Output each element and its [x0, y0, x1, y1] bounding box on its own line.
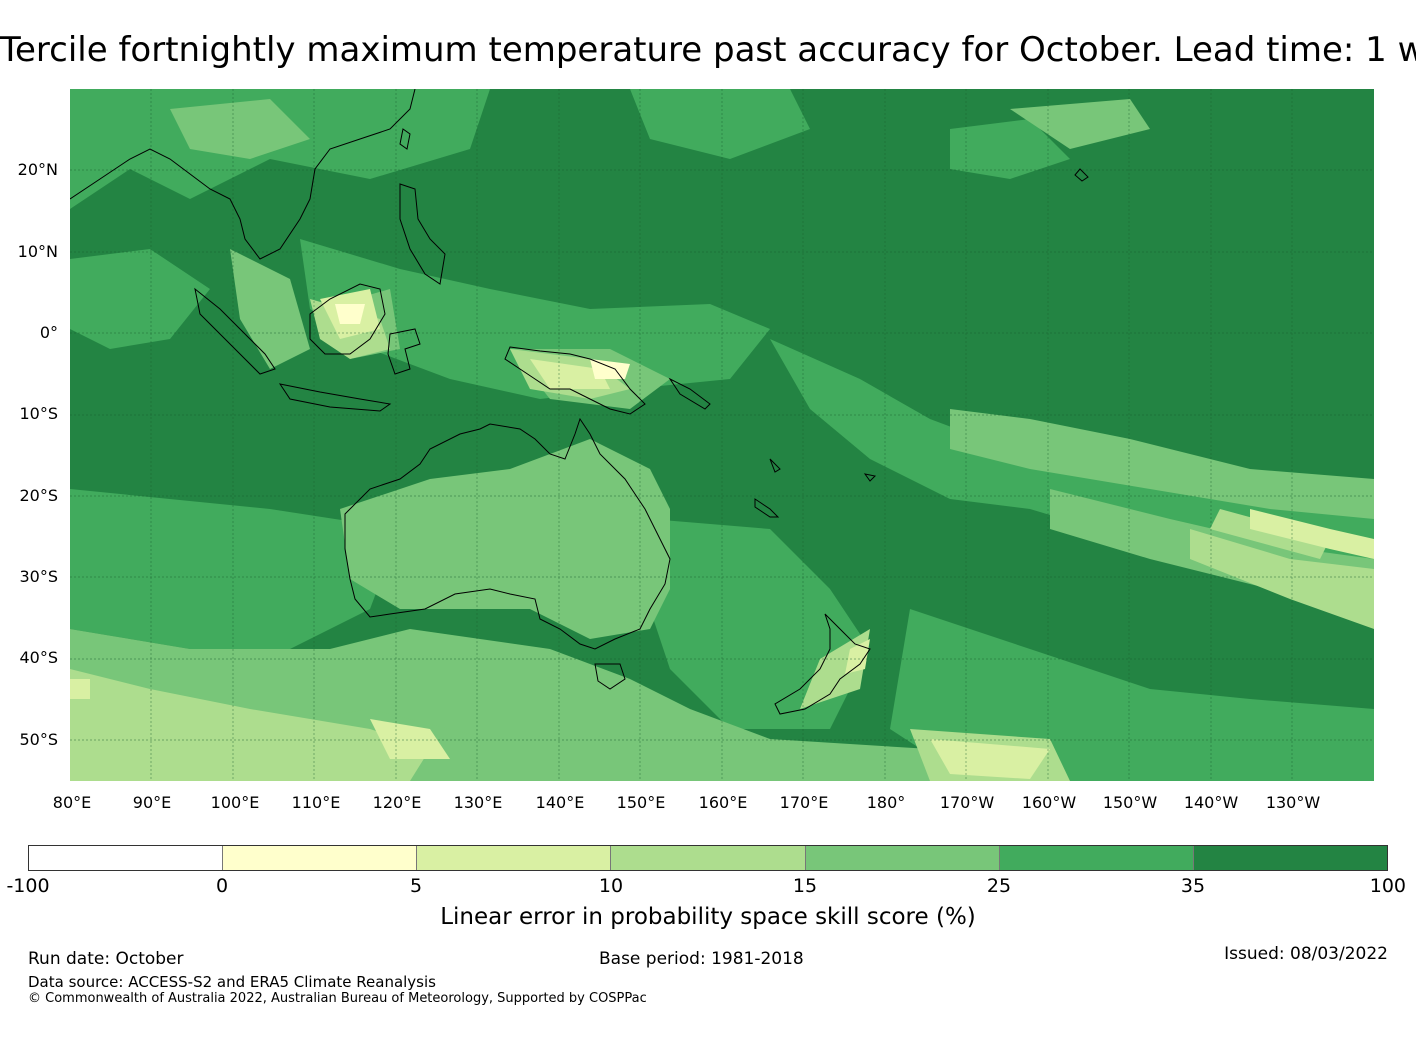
lon-label: 130°W	[1265, 793, 1321, 812]
new-zealand-coastline	[774, 613, 871, 715]
lat-label: 10°N	[17, 242, 58, 261]
solomon-islands-coastline	[668, 377, 711, 410]
colorbar-tick: 25	[986, 875, 1012, 897]
colorbar-tick: 10	[598, 875, 624, 897]
skill-band-25-35	[70, 89, 1374, 781]
colorbar-segment	[223, 846, 418, 870]
lat-label: 0°	[39, 323, 58, 342]
lat-label: 20°S	[19, 486, 58, 505]
borneo-coastline	[309, 283, 386, 355]
coastlines	[70, 89, 1089, 715]
lat-label: 30°S	[19, 567, 58, 586]
taiwan-coastline	[399, 128, 411, 150]
lon-label: 160°E	[698, 793, 748, 812]
tasmania-coastline	[594, 663, 626, 690]
colorbar-segment	[611, 846, 806, 870]
sumatra-coastline	[194, 287, 276, 375]
lon-label: 130°E	[453, 793, 503, 812]
colorbar-tick: 0	[215, 875, 229, 897]
asia-mainland-coastline	[70, 89, 416, 260]
issued-date: Issued: 08/03/2022	[1224, 944, 1388, 964]
colorbar-label: Linear error in probability space skill …	[440, 904, 976, 930]
colorbar-tick: -100	[6, 875, 50, 897]
colorbar-segment	[29, 846, 224, 870]
lon-label: 170°W	[939, 793, 995, 812]
lat-label: 50°S	[19, 730, 58, 749]
lon-label: 110°E	[291, 793, 341, 812]
lon-label: 100°E	[210, 793, 260, 812]
java-coastline	[278, 383, 392, 412]
sulawesi-coastline	[387, 328, 421, 375]
lat-label: 40°S	[19, 648, 58, 667]
colorbar-segment	[417, 846, 612, 870]
colorbar-tick: 35	[1180, 875, 1206, 897]
map-title: Tercile fortnightly maximum temperature …	[0, 30, 1416, 70]
base-period: Base period: 1981-2018	[599, 949, 804, 969]
lon-label: 80°E	[52, 793, 92, 812]
graticule	[70, 89, 1374, 781]
colorbar-tick: 5	[409, 875, 423, 897]
new-guinea-coastline	[504, 346, 646, 415]
lat-label: 20°N	[17, 160, 58, 179]
run-date: Run date: October	[28, 949, 184, 969]
lon-label: 180°	[866, 793, 906, 812]
hawaii-coastline	[1074, 168, 1089, 182]
lon-label: 140°W	[1183, 793, 1239, 812]
colorbar	[28, 845, 1388, 871]
map-canvas	[70, 89, 1374, 781]
fiji-coastline	[863, 473, 877, 482]
copyright: © Commonwealth of Australia 2022, Austra…	[28, 991, 647, 1006]
colorbar-tick: 15	[792, 875, 818, 897]
philippines-coastline	[399, 183, 446, 285]
new-caledonia-coastline	[754, 498, 780, 518]
lon-label: 140°E	[535, 793, 585, 812]
lon-label: 120°E	[372, 793, 422, 812]
lon-label: 150°E	[616, 793, 666, 812]
colorbar-tick: 100	[1369, 875, 1406, 897]
lat-label: 10°S	[19, 404, 58, 423]
lon-label: 160°W	[1021, 793, 1077, 812]
lon-label: 150°W	[1102, 793, 1158, 812]
vanuatu-coastline	[769, 458, 781, 473]
australia-coastline	[344, 417, 671, 650]
colorbar-segment	[1193, 846, 1387, 870]
colorbar-segment	[805, 846, 1000, 870]
data-source: Data source: ACCESS-S2 and ERA5 Climate …	[28, 973, 436, 991]
lon-label: 90°E	[132, 793, 172, 812]
lon-label: 170°E	[779, 793, 829, 812]
skill-score-map[interactable]	[70, 89, 1374, 781]
skill-band-0-10	[70, 289, 1374, 779]
colorbar-segment	[999, 846, 1194, 870]
